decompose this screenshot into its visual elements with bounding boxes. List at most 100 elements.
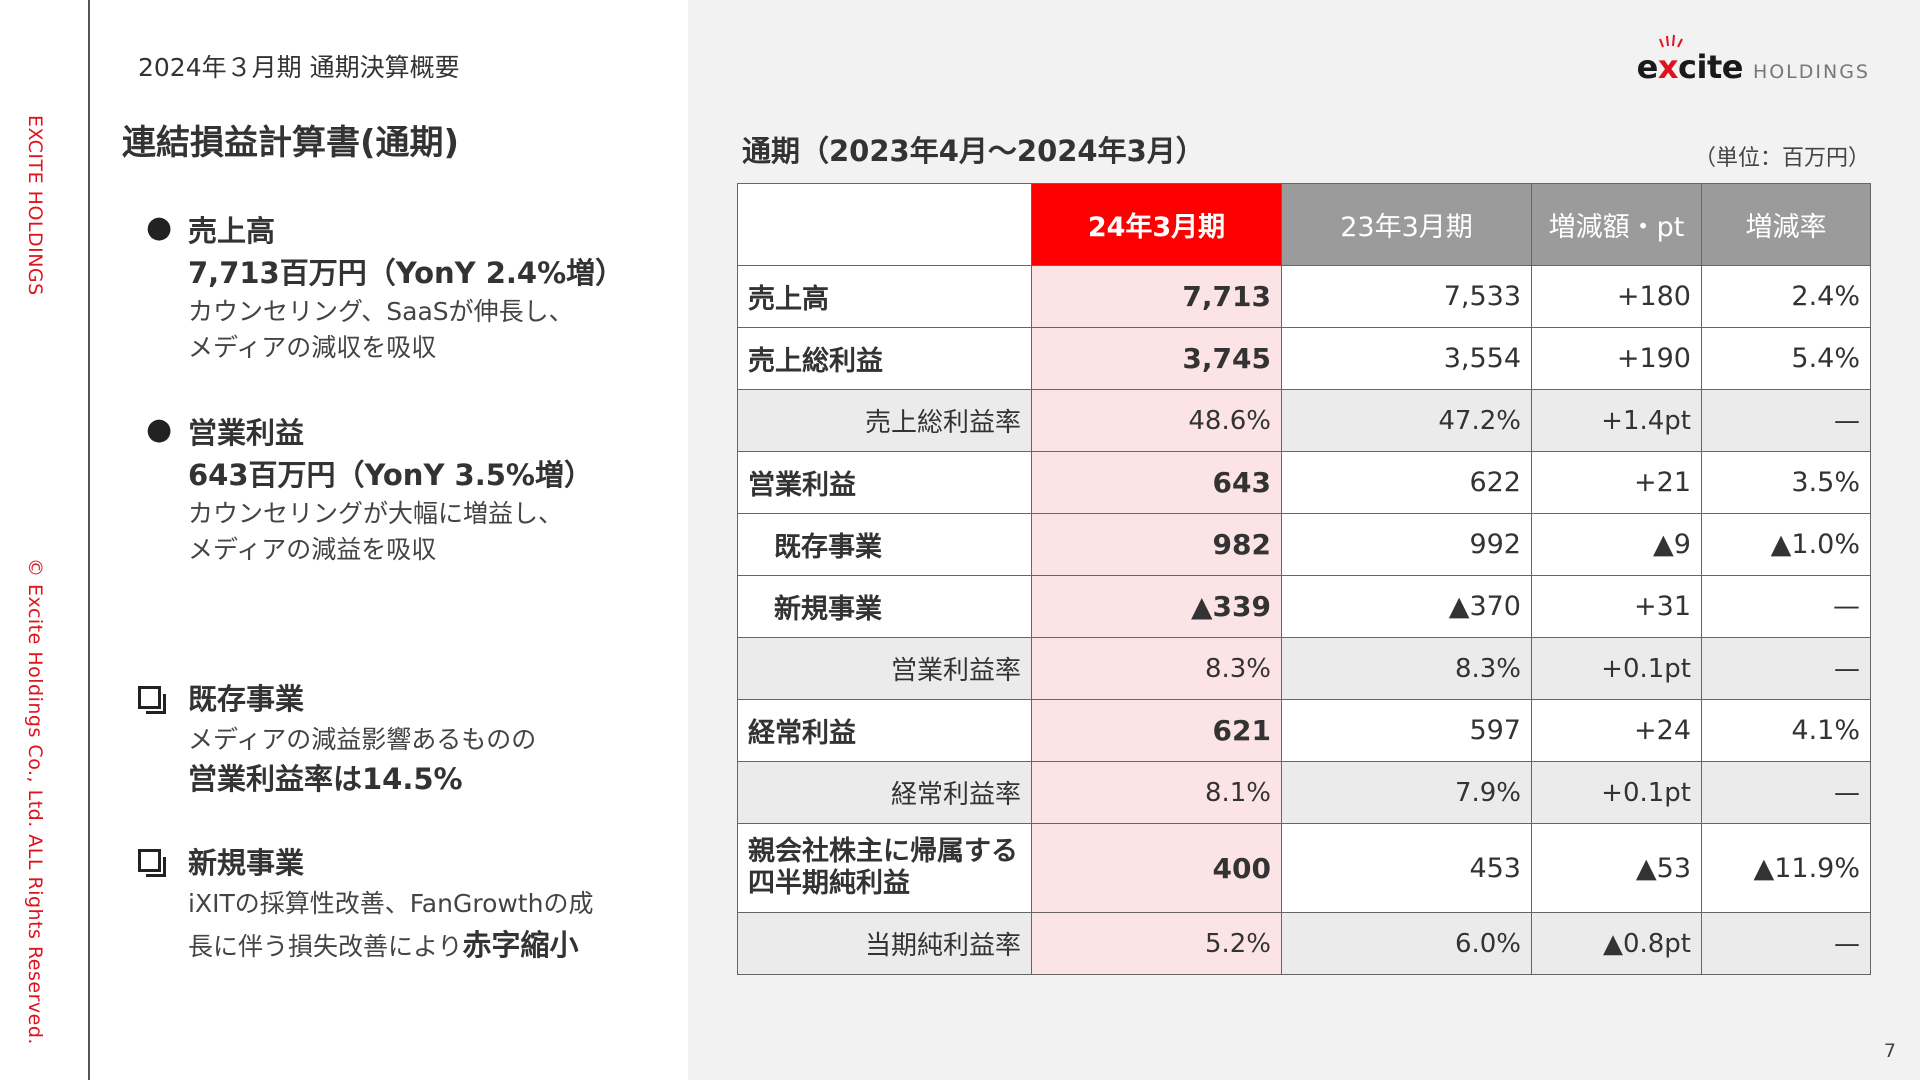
header-prior-period: 23年3月期 — [1281, 183, 1532, 266]
row-label: 営業利益率 — [737, 637, 1032, 700]
table-title: 通期（2023年4月〜2024年3月） — [742, 134, 1205, 168]
table-row-ratio: 売上総利益率 48.6% 47.2% +1.4pt — — [737, 389, 1871, 452]
cell-prior: 47.2% — [1281, 389, 1532, 452]
table-row: 親会社株主に帰属する 四半期純利益 400 453 ▲53 ▲11.9% — [737, 823, 1871, 913]
cell-rate: — — [1701, 912, 1871, 975]
cell-current: 5.2% — [1031, 912, 1282, 975]
cell-prior: 597 — [1281, 699, 1532, 762]
cell-change: +180 — [1531, 265, 1702, 328]
logo-letter: e — [1636, 48, 1659, 86]
cell-current: 3,745 — [1031, 327, 1282, 390]
bullet-value-operating-profit: 643百万円（YonY 3.5%増） — [188, 458, 593, 492]
logo-wordmark: excite — [1636, 34, 1743, 86]
existing-business-heading: 既存事業 — [188, 682, 305, 716]
cell-current: 400 — [1031, 823, 1282, 913]
cell-change: +31 — [1531, 575, 1702, 638]
row-label: 既存事業 — [737, 513, 1032, 576]
table-row: 営業利益 643 622 +21 3.5% — [737, 451, 1871, 514]
cell-rate: — — [1701, 761, 1871, 824]
copyright-vertical-label: © Excite Holdings Co., Ltd. ALL Rights R… — [24, 558, 46, 1045]
slide-title: 連結損益計算書(通期) — [122, 123, 460, 163]
bullet-dot-icon: ● — [146, 412, 173, 447]
unit-label: （単位：百万円） — [1693, 146, 1870, 171]
company-vertical-label: EXCITE HOLDINGS — [24, 115, 46, 296]
logo-rays-icon — [1658, 34, 1683, 48]
row-label: 売上高 — [737, 265, 1032, 328]
logo-x-letter: x — [1657, 48, 1679, 86]
new-business-text-prefix: 長に伴う損失改善により — [188, 932, 463, 961]
table-row: 売上総利益 3,745 3,554 +190 5.4% — [737, 327, 1871, 390]
bullet-value-sales: 7,713百万円（YonY 2.4%増） — [188, 256, 625, 290]
cell-rate: — — [1701, 389, 1871, 452]
row-label: 経常利益 — [737, 699, 1032, 762]
cell-rate: 2.4% — [1701, 265, 1871, 328]
table-row-ratio: 営業利益率 8.3% 8.3% +0.1pt — — [737, 637, 1871, 700]
logo-letters: cite — [1678, 48, 1743, 86]
cell-prior: 8.3% — [1281, 637, 1532, 700]
table-row-ratio: 当期純利益率 5.2% 6.0% ▲0.8pt — — [737, 912, 1871, 975]
table-header-row: 24年3月期 23年3月期 増減額・pt 増減率 — [737, 183, 1871, 266]
bullet-heading-operating-profit: 営業利益 — [188, 416, 305, 450]
cell-prior: 7,533 — [1281, 265, 1532, 328]
cell-prior: 7.9% — [1281, 761, 1532, 824]
checkbox-square-icon — [138, 686, 166, 714]
cell-change: +1.4pt — [1531, 389, 1702, 452]
cell-rate: 3.5% — [1701, 451, 1871, 514]
cell-change: ▲0.8pt — [1531, 912, 1702, 975]
slide-subtitle: 2024年３月期 通期決算概要 — [138, 53, 460, 82]
cell-rate: — — [1701, 637, 1871, 700]
header-blank — [737, 183, 1032, 266]
table-row-ratio: 経常利益率 8.1% 7.9% +0.1pt — — [737, 761, 1871, 824]
row-label: 当期純利益率 — [737, 912, 1032, 975]
cell-change: +0.1pt — [1531, 637, 1702, 700]
cell-change: +190 — [1531, 327, 1702, 390]
cell-current: 7,713 — [1031, 265, 1282, 328]
cell-rate: 4.1% — [1701, 699, 1871, 762]
income-statement-table: 24年3月期 23年3月期 増減額・pt 増減率 売上高 7,713 7,533… — [737, 183, 1871, 975]
cell-change: ▲9 — [1531, 513, 1702, 576]
cell-current: 982 — [1031, 513, 1282, 576]
checkbox-square-icon — [138, 849, 166, 877]
cell-current: 48.6% — [1031, 389, 1282, 452]
new-business-heading: 新規事業 — [188, 846, 305, 880]
header-current-period: 24年3月期 — [1031, 183, 1282, 266]
cell-change: +0.1pt — [1531, 761, 1702, 824]
header-change-rate: 増減率 — [1701, 183, 1871, 266]
row-label: 売上総利益 — [737, 327, 1032, 390]
header-change-amount: 増減額・pt — [1531, 183, 1702, 266]
new-business-text-2: 長に伴う損失改善により赤字縮小 — [188, 922, 579, 964]
cell-current: 621 — [1031, 699, 1282, 762]
cell-rate: ▲1.0% — [1701, 513, 1871, 576]
logo-holdings-text: HOLDINGS — [1752, 61, 1870, 83]
row-label: 新規事業 — [737, 575, 1032, 638]
bullet-text-line: メディアの減収を吸収 — [188, 333, 437, 362]
cell-current: 643 — [1031, 451, 1282, 514]
cell-prior: 3,554 — [1281, 327, 1532, 390]
cell-rate: — — [1701, 575, 1871, 638]
bullet-text-line: カウンセリング、SaaSが伸長し、 — [188, 297, 574, 326]
cell-rate: ▲11.9% — [1701, 823, 1871, 913]
cell-prior: 992 — [1281, 513, 1532, 576]
new-business-highlight: 赤字縮小 — [462, 928, 579, 962]
existing-business-text: メディアの減益影響あるものの — [188, 725, 537, 754]
cell-prior: 6.0% — [1281, 912, 1532, 975]
cell-prior: 622 — [1281, 451, 1532, 514]
row-label: 営業利益 — [737, 451, 1032, 514]
table-row: 売上高 7,713 7,533 +180 2.4% — [737, 265, 1871, 328]
cell-prior: 453 — [1281, 823, 1532, 913]
bullet-text-line: メディアの減益を吸収 — [188, 535, 437, 564]
cell-current: ▲339 — [1031, 575, 1282, 638]
cell-change: +21 — [1531, 451, 1702, 514]
cell-current: 8.3% — [1031, 637, 1282, 700]
cell-current: 8.1% — [1031, 761, 1282, 824]
row-label: 経常利益率 — [737, 761, 1032, 824]
cell-prior: ▲370 — [1281, 575, 1532, 638]
cell-change: ▲53 — [1531, 823, 1702, 913]
row-label: 親会社株主に帰属する 四半期純利益 — [737, 823, 1032, 913]
vertical-sidebar: EXCITE HOLDINGS © Excite Holdings Co., L… — [0, 0, 90, 1080]
company-logo: excite HOLDINGS — [1636, 34, 1870, 86]
row-label-line: 四半期純利益 — [748, 868, 910, 899]
bullet-dot-icon: ● — [146, 210, 173, 245]
table-row: 経常利益 621 597 +24 4.1% — [737, 699, 1871, 762]
table-row: 既存事業 982 992 ▲9 ▲1.0% — [737, 513, 1871, 576]
